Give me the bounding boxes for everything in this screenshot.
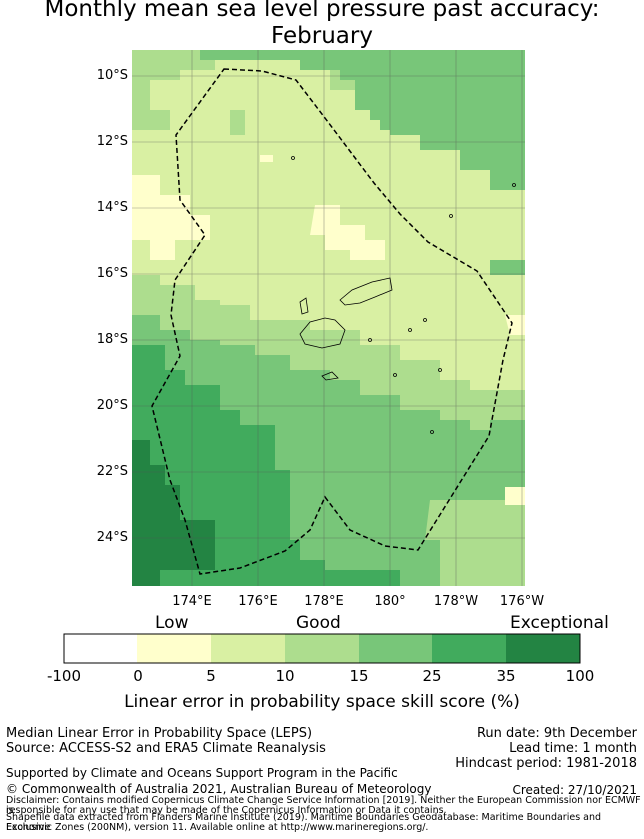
- band-dark-green: [132, 440, 215, 586]
- eez-boundary: [151, 68, 513, 575]
- created-date: Created: 27/10/2021: [512, 783, 637, 797]
- viti-levu-island: [299, 317, 346, 349]
- category-good: Good: [296, 613, 341, 633]
- shapefile-line-2: Economic Zones (200NM), version 11. Avai…: [6, 822, 429, 833]
- colorbar-swatch: [285, 634, 359, 663]
- shapefile-line-1: Shapefile data extracted from Flanders M…: [6, 812, 602, 833]
- map-title: Monthly mean sea level pressure past acc…: [44, 0, 600, 22]
- lon-label-178w: 178°W: [433, 594, 479, 609]
- colorbar-swatch: [506, 634, 580, 663]
- category-low: Low: [155, 613, 189, 633]
- lead-time: Lead time: 1 month: [509, 741, 637, 756]
- copyright-text: © Commonwealth of Australia 2021, Austra…: [6, 782, 432, 796]
- colorbar: [63, 633, 581, 664]
- disclaimer-line-1: Disclaimer: Contains modified Copernicus…: [6, 795, 641, 816]
- band-green-topright: [340, 50, 525, 175]
- lon-label-176w: 176°W: [499, 594, 545, 609]
- lon-label-176e: 176°E: [238, 594, 278, 609]
- band-mid-green: [132, 50, 215, 80]
- category-exceptional: Exceptional: [510, 613, 609, 633]
- colorbar-label: Linear error in probability space skill …: [124, 692, 520, 712]
- method-text: Median Linear Error in Probability Space…: [6, 726, 313, 741]
- colorbar-swatch: [211, 634, 285, 663]
- lon-label-180: 180°: [374, 594, 406, 609]
- lat-label-16s: 16°S: [96, 266, 128, 281]
- colorbar-swatch: [432, 634, 506, 663]
- band-pale-yellow: [132, 175, 210, 260]
- lon-label-174e: 174°E: [172, 594, 212, 609]
- colorbar-tick: 35: [496, 667, 516, 685]
- graticule: [132, 50, 525, 586]
- colorbar-tick: 10: [275, 667, 295, 685]
- lat-label-14s: 14°S: [96, 200, 128, 215]
- vanua-levu-island: [339, 277, 393, 306]
- colorbar-tick: 25: [422, 667, 442, 685]
- source-text: Source: ACCESS-S2 and ERA5 Climate Reana…: [6, 741, 326, 756]
- lat-label-12s: 12°S: [96, 134, 128, 149]
- lat-label-10s: 10°S: [96, 68, 128, 83]
- colorbar-swatch: [64, 634, 137, 663]
- colorbar-tick: 5: [206, 667, 216, 685]
- disclaimer-line-2: responsible for any use that may be made…: [6, 805, 447, 816]
- colorbar-tick: 100: [565, 667, 595, 685]
- map-subtitle-month: February: [271, 23, 373, 49]
- fiji-islands: [291, 156, 516, 434]
- lat-label-18s: 18°S: [96, 332, 128, 347]
- lat-label-20s: 20°S: [96, 398, 128, 413]
- colorbar-tick: -100: [46, 667, 82, 685]
- hindcast-period: Hindcast period: 1981-2018: [455, 756, 637, 771]
- lon-label-178e: 178°E: [304, 594, 344, 609]
- lat-label-24s: 24°S: [96, 530, 128, 545]
- colorbar-tick: 15: [349, 667, 369, 685]
- skill-field: [132, 50, 525, 586]
- support-text: Supported by Climate and Oceans Support …: [6, 766, 398, 780]
- run-date: Run date: 9th December: [476, 726, 637, 741]
- lat-label-22s: 22°S: [96, 464, 128, 479]
- colorbar-swatch: [359, 634, 432, 663]
- colorbar-swatch: [137, 634, 211, 663]
- colorbar-tick: 0: [133, 667, 143, 685]
